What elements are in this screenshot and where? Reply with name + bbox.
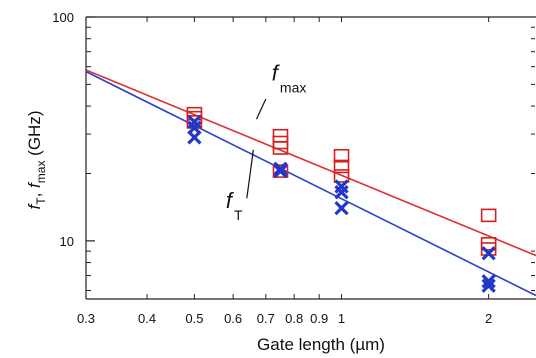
data-point-x: [481, 274, 496, 289]
data-point-x: [481, 278, 496, 293]
data-point-square: [272, 141, 289, 155]
x-tick-label: 0.5: [185, 311, 203, 326]
data-point-square: [333, 169, 350, 183]
data-point-x: [334, 201, 349, 216]
data-point-square: [480, 208, 497, 223]
ft-leader-line: [246, 149, 254, 199]
data-point-square: [333, 148, 350, 163]
y-tick-label: 10: [60, 234, 74, 249]
data-point-x: [481, 246, 496, 261]
trend-line: [86, 69, 536, 257]
data-point-x: [273, 163, 288, 179]
x-axis-label: Gate length (µm): [257, 335, 385, 354]
data-point-x: [334, 185, 349, 200]
ft-annotation: fT: [226, 188, 243, 223]
data-point-square: [333, 159, 350, 174]
x-tick-label: 0.4: [138, 311, 156, 326]
y-axis-label: fT, fmax (GHz): [25, 111, 48, 210]
data-point-square: [272, 164, 289, 178]
x-tick-label: 1: [338, 311, 345, 326]
x-tick-label: 0.7: [257, 311, 275, 326]
x-tick-label: 0.8: [285, 311, 303, 326]
x-tick-label: 0.6: [224, 311, 242, 326]
data-point-x: [187, 130, 202, 145]
fmax-leader-line: [255, 98, 267, 120]
data-point-square: [272, 128, 289, 143]
y-tick-label: 100: [52, 10, 74, 25]
x-tick-label: 2: [485, 311, 492, 326]
fmax-annotation: fmax: [272, 61, 307, 96]
trend-line: [86, 70, 536, 297]
x-tick-label: 0.9: [310, 311, 328, 326]
x-tick-label: 0.3: [77, 311, 95, 326]
data-point-x: [334, 179, 349, 194]
data-point-x: [273, 161, 288, 176]
